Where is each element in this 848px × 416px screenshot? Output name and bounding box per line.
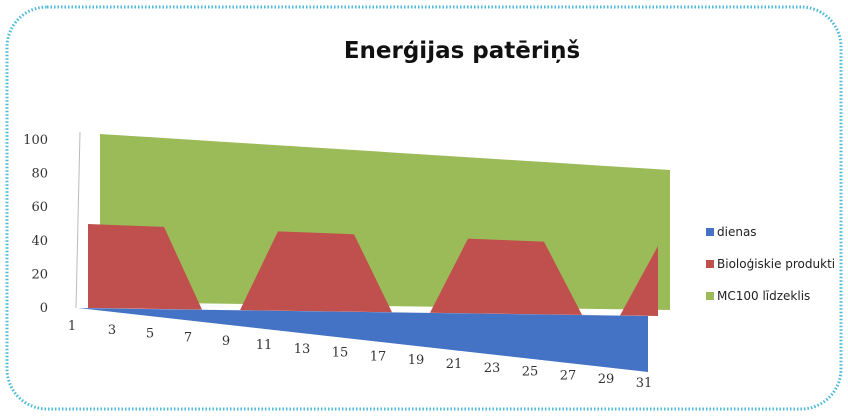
legend-label: Bioloģiskie produkti xyxy=(717,257,835,271)
y-axis-line xyxy=(75,131,81,309)
x-tick-label: 31 xyxy=(636,376,653,391)
x-tick-label: 9 xyxy=(222,334,230,349)
legend-swatch xyxy=(706,228,714,236)
x-tick-label: 19 xyxy=(408,353,425,368)
x-tick-label: 23 xyxy=(484,361,501,376)
legend: dienas Bioloģiskie produkti MC100 līdzekli… xyxy=(706,225,835,303)
y-tick-label: 40 xyxy=(31,234,48,249)
x-tick-label: 21 xyxy=(446,357,463,372)
x-tick-label: 27 xyxy=(560,368,577,383)
y-tick-label: 0 xyxy=(40,301,48,316)
x-tick-label: 15 xyxy=(332,346,349,361)
x-tick-label: 17 xyxy=(370,349,387,364)
x-tick-label: 11 xyxy=(256,338,273,353)
x-tick-label: 13 xyxy=(294,342,311,357)
legend-label: MC100 līdzeklis xyxy=(717,289,810,303)
legend-swatch xyxy=(706,292,714,300)
y-tick-label: 60 xyxy=(31,200,48,215)
x-tick-label: 7 xyxy=(184,330,192,345)
y-tick-label: 100 xyxy=(23,133,48,148)
y-tick-label: 20 xyxy=(31,267,48,282)
series-dienas-area xyxy=(78,308,648,372)
chart-title: Enerģijas patēriņš xyxy=(344,38,580,64)
y-tick-label: 80 xyxy=(31,167,48,182)
x-tick-label: 1 xyxy=(68,319,76,334)
legend-swatch xyxy=(706,260,714,268)
y-axis: 0 20 40 60 80 100 xyxy=(23,131,81,316)
plot-area xyxy=(78,134,670,372)
x-axis: 1 3 5 7 9 11 13 15 17 19 21 23 25 27 29 31 xyxy=(68,319,652,391)
x-tick-label: 25 xyxy=(522,365,539,380)
series-bio-area xyxy=(88,224,658,316)
x-tick-label: 3 xyxy=(108,323,116,338)
x-tick-label: 29 xyxy=(598,372,615,387)
x-tick-label: 5 xyxy=(146,327,154,342)
legend-label: dienas xyxy=(717,225,757,239)
